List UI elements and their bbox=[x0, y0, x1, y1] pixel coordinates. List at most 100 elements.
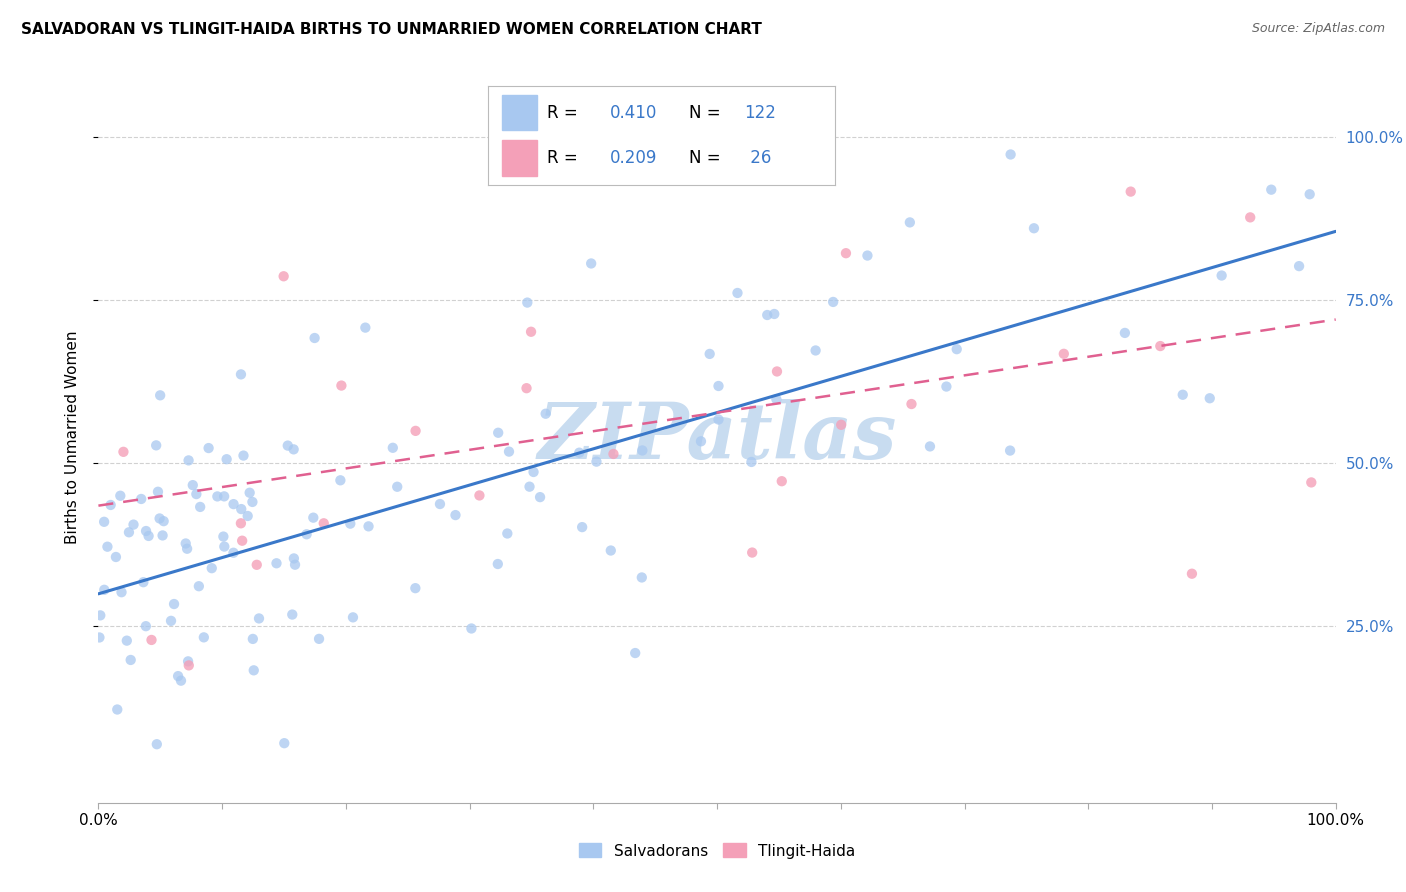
Point bbox=[342, 610, 364, 624]
Point bbox=[835, 246, 858, 260]
Point bbox=[381, 441, 404, 455]
Point bbox=[630, 570, 652, 584]
Point bbox=[93, 582, 115, 597]
Point bbox=[1301, 475, 1323, 490]
Point bbox=[599, 543, 621, 558]
Point bbox=[170, 673, 193, 688]
Point bbox=[273, 269, 295, 284]
Point bbox=[498, 444, 520, 458]
Legend: Salvadorans, Tlingit-Haida: Salvadorans, Tlingit-Haida bbox=[572, 838, 862, 864]
Point bbox=[231, 533, 253, 548]
Point bbox=[602, 447, 624, 461]
Point bbox=[104, 549, 127, 564]
Point bbox=[354, 320, 377, 334]
Point bbox=[516, 295, 538, 310]
Point bbox=[770, 474, 793, 488]
Point bbox=[112, 445, 135, 459]
Point bbox=[242, 495, 264, 509]
Point bbox=[520, 325, 543, 339]
Point bbox=[1288, 259, 1310, 273]
Point bbox=[215, 452, 238, 467]
Point bbox=[152, 514, 174, 528]
Point bbox=[1000, 147, 1022, 161]
Point bbox=[145, 438, 167, 452]
Point bbox=[212, 489, 235, 503]
Point bbox=[741, 545, 763, 559]
Point bbox=[429, 497, 451, 511]
Point bbox=[149, 511, 172, 525]
Text: SALVADORAN VS TLINGIT-HAIDA BIRTHS TO UNMARRIED WOMEN CORRELATION CHART: SALVADORAN VS TLINGIT-HAIDA BIRTHS TO UN… bbox=[21, 22, 762, 37]
Point bbox=[283, 551, 305, 566]
Point bbox=[120, 653, 142, 667]
Point bbox=[160, 614, 183, 628]
Point bbox=[1211, 268, 1233, 283]
Point bbox=[357, 519, 380, 533]
Point bbox=[727, 285, 749, 300]
Point bbox=[486, 557, 509, 571]
Y-axis label: Births to Unmarried Women: Births to Unmarried Women bbox=[65, 330, 80, 544]
Point bbox=[110, 489, 132, 503]
Point bbox=[207, 490, 229, 504]
Point bbox=[146, 737, 169, 751]
Point bbox=[404, 581, 426, 595]
Point bbox=[284, 558, 307, 572]
Point bbox=[214, 540, 236, 554]
Point bbox=[1260, 183, 1282, 197]
Point bbox=[763, 307, 786, 321]
Point bbox=[856, 248, 879, 262]
Point bbox=[118, 525, 141, 540]
Point bbox=[387, 480, 409, 494]
Point bbox=[246, 558, 269, 572]
Point bbox=[1239, 211, 1261, 225]
Point bbox=[631, 443, 654, 458]
Point bbox=[242, 632, 264, 646]
Point bbox=[176, 541, 198, 556]
Point bbox=[1181, 566, 1204, 581]
Point bbox=[707, 412, 730, 426]
Point bbox=[110, 585, 132, 599]
Point bbox=[212, 530, 235, 544]
Point bbox=[529, 490, 551, 504]
Point bbox=[188, 500, 211, 514]
Point bbox=[444, 508, 467, 522]
Point bbox=[312, 516, 335, 531]
Point bbox=[177, 658, 200, 673]
Point bbox=[89, 608, 111, 623]
Point bbox=[141, 632, 163, 647]
Point bbox=[222, 497, 245, 511]
Point bbox=[174, 536, 197, 550]
Point bbox=[201, 561, 224, 575]
Point bbox=[1298, 187, 1320, 202]
Point bbox=[115, 633, 138, 648]
Point bbox=[519, 480, 541, 494]
Point bbox=[690, 434, 713, 449]
Point bbox=[197, 441, 219, 455]
Point bbox=[585, 455, 607, 469]
Point bbox=[232, 449, 254, 463]
Point bbox=[405, 424, 427, 438]
Point bbox=[149, 388, 172, 402]
Point bbox=[273, 736, 295, 750]
Point bbox=[242, 663, 264, 677]
Point bbox=[96, 540, 118, 554]
Point bbox=[89, 631, 111, 645]
Point bbox=[1119, 185, 1142, 199]
Point bbox=[177, 453, 200, 467]
Point bbox=[135, 619, 157, 633]
Point bbox=[935, 379, 957, 393]
Point bbox=[247, 611, 270, 625]
Point bbox=[105, 702, 128, 716]
Text: Source: ZipAtlas.com: Source: ZipAtlas.com bbox=[1251, 22, 1385, 36]
Point bbox=[945, 342, 967, 356]
Point bbox=[830, 417, 852, 432]
Point bbox=[187, 579, 209, 593]
Point bbox=[1149, 339, 1171, 353]
Point bbox=[707, 379, 730, 393]
Text: ZIPatlas: ZIPatlas bbox=[537, 399, 897, 475]
Point bbox=[522, 465, 544, 479]
Point bbox=[129, 491, 152, 506]
Point bbox=[308, 632, 330, 646]
Point bbox=[177, 654, 200, 668]
Point bbox=[1171, 388, 1194, 402]
Point bbox=[222, 546, 245, 560]
